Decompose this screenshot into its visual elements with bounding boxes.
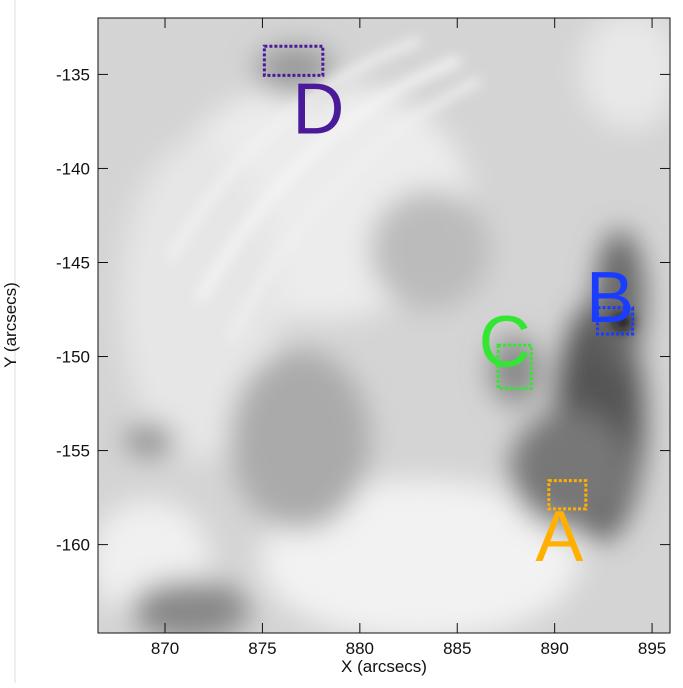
y-tick-label: -145 [56,253,90,272]
x-tick-label: 870 [151,639,179,658]
region-label: A [535,497,583,577]
y-tick-label: -135 [56,65,90,84]
x-axis-label: X (arcsecs) [341,657,427,676]
y-tick-label: -160 [56,536,90,555]
x-tick-label: 875 [248,639,276,658]
x-tick-label: 885 [443,639,471,658]
plot-frame [97,17,671,634]
x-tick-label: 880 [346,639,374,658]
y-axis-label: Y (arcsecs) [1,282,20,368]
region-label: C [479,303,531,383]
region-label: D [292,69,344,149]
region-box [262,44,325,77]
region-label: B [586,258,634,338]
region-box [596,306,635,336]
region-box [547,479,588,511]
x-tick-label: 895 [638,639,666,658]
y-tick-label: -140 [56,159,90,178]
y-tick-label: -155 [56,442,90,461]
x-tick-label: 890 [540,639,568,658]
y-tick-label: -150 [56,348,90,367]
solar-image [98,18,670,633]
region-box [496,343,533,391]
